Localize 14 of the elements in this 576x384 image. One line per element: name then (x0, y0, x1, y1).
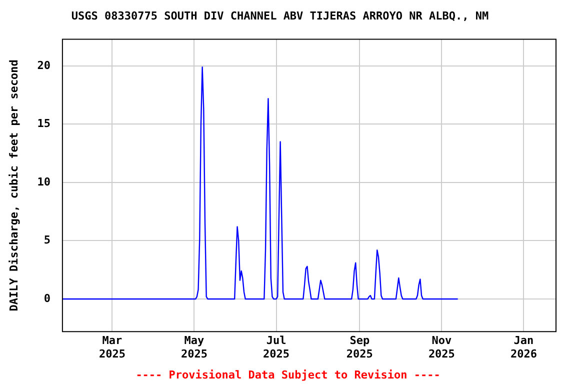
y-axis-title: DAILY Discharge, cubic feet per second (7, 60, 20, 312)
y-tick-label: 5 (44, 234, 50, 247)
y-tick-label: 20 (37, 58, 50, 72)
x-tick-label: Jul 2025 (263, 334, 290, 360)
x-tick-label: Jan 2026 (510, 334, 538, 360)
chart-title: USGS 08330775 SOUTH DIV CHANNEL ABV TIJERAS ARROYO NR ALBQ., NM (71, 9, 489, 22)
y-tick-label: 0 (44, 292, 50, 305)
x-tick-label: Sep 2025 (346, 334, 373, 360)
y-tick-label: 10 (37, 175, 50, 188)
x-tick-label: Mar 2025 (98, 334, 126, 360)
x-tick-label: May 2025 (180, 334, 208, 360)
x-tick-label: Nov 2025 (428, 334, 455, 360)
y-tick-label: 15 (37, 117, 50, 130)
text: ---- Provisional Data Subject to Revision ---- (136, 368, 440, 382)
